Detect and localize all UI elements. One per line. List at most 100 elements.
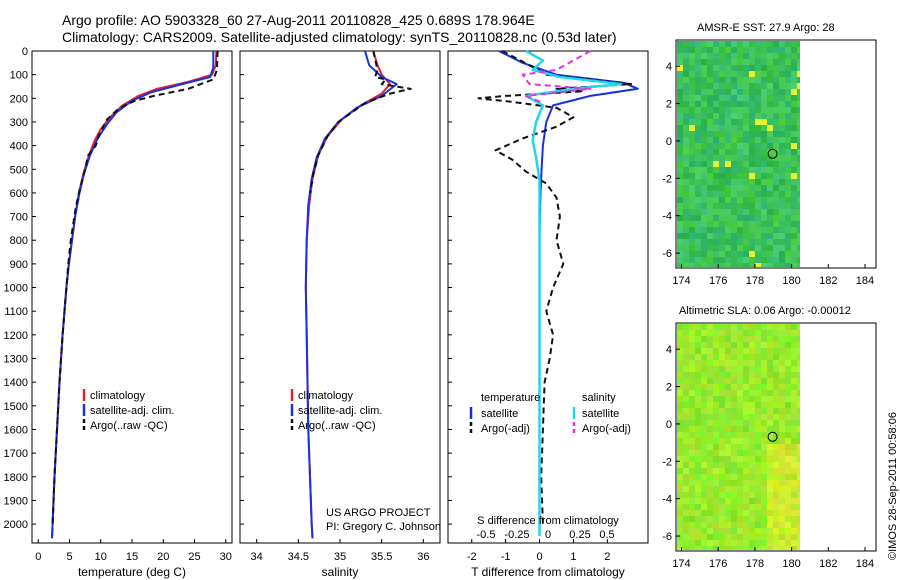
map-cell: [743, 456, 749, 462]
map-cell: [755, 450, 761, 456]
map-cell: [761, 83, 767, 89]
x-tick-label: -1: [501, 551, 511, 563]
map-cell: [761, 486, 767, 492]
map-cell: [731, 53, 737, 59]
map-cell: [761, 95, 767, 101]
map-cell: [701, 378, 707, 384]
map-cell: [683, 197, 689, 203]
map-cell: [677, 336, 683, 342]
map-cell: [701, 227, 707, 233]
map-cell: [707, 233, 713, 239]
map-cell: [683, 203, 689, 209]
map-cell: [785, 47, 791, 53]
map-cell: [785, 125, 791, 131]
salinity-diff-tick-label: 0.25: [569, 529, 590, 541]
map-cell: [797, 83, 800, 89]
map-cell: [755, 47, 761, 53]
map-cell: [797, 131, 800, 137]
map-cell: [791, 348, 797, 354]
map-cell: [797, 101, 800, 107]
map-cell: [677, 65, 683, 71]
map-cell: [791, 167, 797, 173]
map-cell: [785, 173, 791, 179]
map-cell: [701, 402, 707, 408]
map-cell: [677, 227, 683, 233]
map-cell: [761, 131, 767, 137]
map-cell: [743, 468, 749, 474]
map-cell: [695, 474, 701, 480]
map-cell: [791, 197, 797, 203]
map-cell: [791, 101, 797, 107]
map-cell: [707, 179, 713, 185]
map-cell: [695, 203, 701, 209]
map-cell: [731, 233, 737, 239]
map-cell: [719, 450, 725, 456]
map-cell: [683, 59, 689, 65]
map-cell: [689, 510, 695, 516]
map-cell: [701, 83, 707, 89]
map-cell: [773, 125, 779, 131]
map-cell: [755, 444, 761, 450]
map-cell: [725, 540, 731, 546]
map-cell: [677, 179, 683, 185]
map-cell: [785, 450, 791, 456]
map-cell: [737, 426, 743, 432]
map-cell: [755, 191, 761, 197]
map-cell: [755, 167, 761, 173]
map-cell: [725, 227, 731, 233]
map-cell: [683, 348, 689, 354]
map-cell: [701, 498, 707, 504]
map-cell: [707, 125, 713, 131]
map-cell: [695, 263, 701, 267]
map-cell: [797, 251, 800, 257]
map-cell: [695, 71, 701, 77]
map-cell: [773, 546, 779, 550]
map-cell: [785, 444, 791, 450]
map-cell: [731, 167, 737, 173]
legend-label-argo: Argo(..raw -QC): [90, 420, 168, 432]
map-cell: [791, 251, 797, 257]
map-cell: [725, 167, 731, 173]
map-cell: [713, 155, 719, 161]
map-cell: [695, 336, 701, 342]
map-cell: [797, 432, 800, 438]
map-cell: [791, 125, 797, 131]
map-cell: [791, 59, 797, 65]
map-cell: [695, 119, 701, 125]
map-cell: [707, 101, 713, 107]
map-cell: [725, 89, 731, 95]
map-cell: [755, 438, 761, 444]
map-cell: [713, 215, 719, 221]
map-cell: [767, 161, 773, 167]
map-cell: [731, 83, 737, 89]
map-cell: [761, 426, 767, 432]
map-cell: [695, 480, 701, 486]
map-cell: [719, 125, 725, 131]
map-cell: [677, 167, 683, 173]
map-cell: [701, 245, 707, 251]
map-cell: [749, 438, 755, 444]
map-cell: [791, 396, 797, 402]
map-cell: [797, 522, 800, 528]
map-cell: [737, 101, 743, 107]
map-cell: [797, 107, 800, 113]
map-cell: [725, 348, 731, 354]
map-cell: [689, 209, 695, 215]
x-tick-label: 1: [570, 551, 576, 563]
map-cell: [749, 179, 755, 185]
map-cell: [689, 155, 695, 161]
map-cell: [713, 161, 719, 167]
map-cell: [731, 95, 737, 101]
map-cell: [761, 233, 767, 239]
map-cell: [701, 41, 707, 47]
map-cell: [677, 330, 683, 336]
map-cell: [737, 209, 743, 215]
map-cell: [749, 137, 755, 143]
y-tick-label: 1100: [4, 306, 28, 318]
map-cell: [773, 65, 779, 71]
map-cell: [785, 420, 791, 426]
difference-series-sal_argo: [521, 50, 592, 104]
map-cell: [743, 155, 749, 161]
map-cell: [773, 137, 779, 143]
map-cell: [701, 450, 707, 456]
